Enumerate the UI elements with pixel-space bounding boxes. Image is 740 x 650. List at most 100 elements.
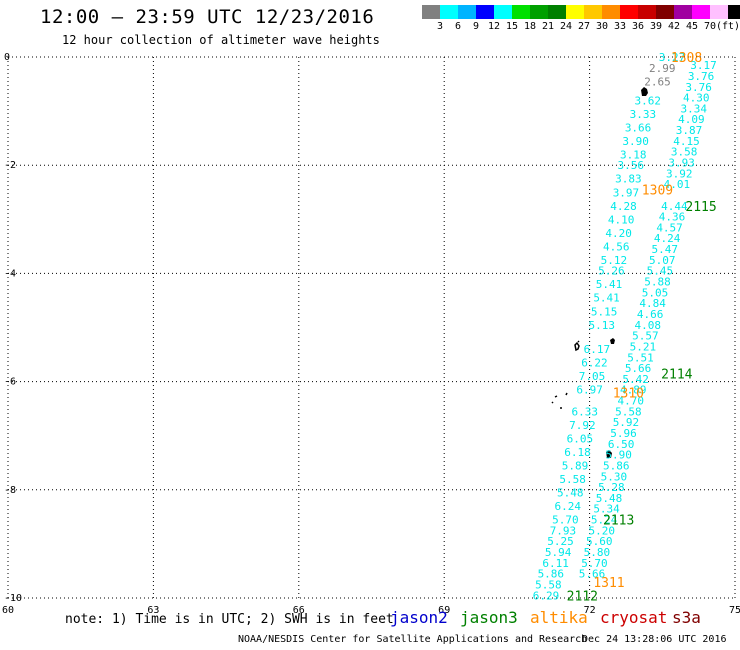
color-swatch [566,5,584,19]
swh-value: 5.21 [630,340,657,353]
swh-value: 6.97 [576,384,603,397]
swh-value: 4.66 [637,308,664,321]
color-swatch [638,5,656,19]
swh-value: 5.26 [598,265,625,278]
color-swatch [656,5,674,19]
swh-value: 3.17 [690,59,717,72]
swh-value: 5.58 [559,473,586,486]
swh-value: 4.89 [620,384,647,397]
swh-value: 4.10 [608,213,635,226]
swh-value: 5.20 [588,524,615,537]
satellite-legend-jason3: jason3 [460,608,518,627]
swh-value: 5.92 [613,416,640,429]
color-scale-label: 21 [541,21,555,32]
swh-value: 3.27 [659,51,686,64]
swh-value: 5.94 [545,546,572,559]
swh-value: 4.08 [635,319,662,332]
color-scale-label: 36 [631,21,645,32]
color-scale-label: 39 [649,21,663,32]
swh-value: 5.96 [610,427,637,440]
swh-value: 6.22 [581,357,608,370]
swh-value: 3.93 [668,156,695,169]
color-scale-labels: 3 6 9 12 15 18 21 24 27 30 33 36 39 42 45 70 (ft) [422,21,740,35]
y-tick-label: -4 [4,268,16,279]
swh-value: 3.18 [620,148,647,161]
swh-value: 6.29 [533,589,560,602]
page-title: 12:00 – 23:59 UTC 12/23/2016 [40,6,375,28]
swh-value: 6.24 [555,500,582,513]
swh-value: 5.60 [586,535,613,548]
swh-value: 5.51 [627,351,654,364]
color-swatch [692,5,710,19]
color-swatch [674,5,692,19]
swh-value: 5.47 [651,243,678,256]
swh-value: 4.57 [656,221,683,234]
swh-value: 3.97 [613,186,640,199]
swh-value: 4.56 [603,240,630,253]
swh-value: 5.86 [538,568,565,581]
color-scale-label: 24 [559,21,573,32]
swh-value: 5.07 [649,254,676,267]
island-coastline [610,338,615,344]
swh-value: 5.13 [588,319,615,332]
satellite-legend-altika: altika [530,608,588,627]
swh-value: 5.42 [622,373,649,386]
swh-value: 3.33 [630,108,657,121]
color-scale-label: 30 [595,21,609,32]
color-scale-label: 6 [454,21,462,32]
color-swatch [602,5,620,19]
color-scale-label: 33 [613,21,627,32]
swh-value: 5.58 [535,578,562,591]
swh-value: 5.88 [644,276,671,289]
swh-value: 5.90 [605,449,632,462]
swh-value: 6.33 [572,405,599,418]
satellite-legend-cryosat: cryosat [600,608,668,627]
axis-tick-labels: 60 63 66 69 72 75 0 -2 -4 -6 -8 -10 [2,52,740,616]
swh-value: 3.92 [666,167,693,180]
color-swatch [422,5,440,19]
pass-label-jason3: 2114 [661,367,692,382]
swh-value: 4.44 [661,200,688,213]
color-scale-label: 27 [577,21,591,32]
color-swatch [476,5,494,19]
pass-label-jason3: 2113 [603,514,634,529]
color-swatch [512,5,530,19]
swh-value: 3.83 [615,173,642,186]
swh-value: 5.66 [579,568,606,581]
color-swatch [458,5,476,19]
color-scale-label: 3 [436,21,444,32]
swh-value: 7.92 [569,419,596,432]
swh-value: 4.09 [678,113,705,126]
swh-value: 5.70 [581,557,608,570]
swh-value: 5.12 [601,254,628,267]
swh-value-labels: 3.272.992.65 3.623.333.663.903.183.563.83… [533,51,717,602]
swh-value: 2.99 [649,62,676,75]
color-scale-label: 42 [667,21,681,32]
color-scale-label: (ft) [715,21,740,32]
island-coastline [641,87,648,96]
swh-value: 5.30 [601,470,628,483]
note-text: note: 1) Time is in UTC; 2) SWH is in fe… [65,612,394,627]
swh-value: 5.05 [642,286,669,299]
swh-value: 5.48 [596,492,623,505]
swh-value: 6.50 [608,438,635,451]
swh-value: 5.24 [591,514,618,527]
swh-value: 6.18 [564,446,591,459]
swh-value: 3.58 [671,146,698,159]
swh-value: 5.58 [615,405,642,418]
credit-text: NOAA/NESDIS Center for Satellite Applica… [238,634,588,645]
swh-value: 5.15 [591,305,618,318]
x-tick-label: 75 [729,605,740,616]
color-scale-label: 12 [487,21,501,32]
color-swatch [530,5,548,19]
swh-value: 4.20 [605,227,632,240]
color-swatch [440,5,458,19]
y-tick-label: -10 [4,593,22,604]
swh-value: 3.66 [625,121,652,134]
satellite-legend-s3a: s3a [672,608,701,627]
swh-value: 2.65 [644,75,671,88]
swh-value: 6.17 [584,343,611,356]
island-coastline [606,450,612,458]
swh-value: 4.24 [654,232,681,245]
pass-label-altika: 1311 [593,576,624,591]
